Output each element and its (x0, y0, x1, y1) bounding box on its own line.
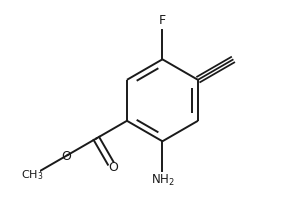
Text: O: O (108, 161, 118, 174)
Text: NH$_2$: NH$_2$ (150, 173, 174, 188)
Text: F: F (159, 14, 166, 27)
Text: CH$_3$: CH$_3$ (21, 169, 44, 182)
Text: O: O (61, 150, 71, 163)
